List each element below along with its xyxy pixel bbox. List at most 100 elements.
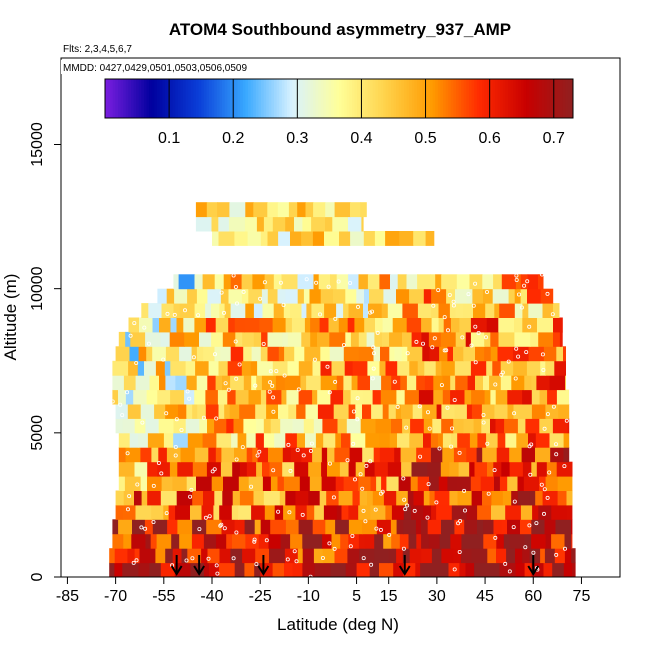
sample-dot [207,514,212,519]
heat-cell [507,519,521,535]
sample-dot [237,362,242,367]
heat-cell [114,562,123,577]
heat-cell [156,533,172,549]
heat-cell [358,274,369,290]
heat-cell [206,202,218,218]
heat-cell [442,389,451,405]
sample-dot [234,457,239,462]
sample-dot [308,448,313,453]
heat-cell [400,375,408,391]
heat-cell [429,476,440,491]
sample-dot [126,507,131,512]
heat-cell [346,418,362,434]
sample-dot [431,303,436,308]
flight-arrow-head [170,565,183,576]
colorbar-tick-label: 0.5 [414,130,436,147]
colorbar-swatch [424,79,428,118]
colorbar-swatch [141,79,145,118]
heat-cell [243,375,252,391]
heat-cell [192,519,207,535]
heat-cell [425,231,435,246]
colorbar-swatch [341,79,345,118]
heat-cell [334,202,351,218]
heat-cell [368,303,383,318]
heat-cell [398,476,412,491]
heat-cell [383,490,397,506]
heat-cell [149,375,160,391]
heat-cell [473,418,482,434]
heat-cell [490,331,500,347]
heat-cell [219,504,233,520]
heat-cell [173,432,189,448]
sample-dot [442,348,447,353]
heat-cell [474,562,491,577]
heat-cell [440,461,450,477]
sample-dot [512,499,517,504]
colorbar-swatch [206,79,210,118]
colorbar-swatch [235,79,239,118]
heat-cell [157,461,171,477]
sample-dot [401,546,406,551]
heat-cell [526,360,541,376]
sample-dot [361,556,366,561]
heat-cell [221,519,236,535]
sample-dot [190,556,195,561]
heat-cell [375,317,384,333]
heat-cell [148,303,163,318]
colorbar-swatch [435,79,439,118]
sample-dot [361,508,366,513]
heat-cell [333,404,350,419]
colorbar-swatch [313,79,317,118]
x-tick-label: -25 [249,588,272,605]
heat-cell [364,288,370,304]
flight-arrow-head [193,565,205,576]
heat-cell [547,389,558,405]
heat-cell [389,346,395,362]
heat-cell [409,432,424,448]
heat-cell [178,404,187,419]
heat-cell [554,360,566,376]
y-tick-label: 10000 [29,266,46,311]
heat-cell [545,360,555,376]
x-tick-label: 75 [573,588,591,605]
sample-dot [425,410,430,415]
flight-arrow-head [527,565,540,576]
sample-dot [333,379,338,384]
heat-cell [435,360,442,376]
heat-cell [334,548,348,564]
heat-cell [511,490,519,506]
heat-cell [212,231,220,246]
sample-dot [547,470,552,475]
heat-cell [544,548,556,564]
heat-cell [571,548,576,564]
heat-cell [165,404,179,419]
heat-cell [454,404,468,419]
sample-dot [493,535,498,540]
heat-cell [134,418,146,434]
heat-cell [503,533,511,549]
sample-dot [355,304,360,309]
heat-cell [420,562,435,577]
heat-cell [350,331,360,347]
heat-cell [416,447,432,463]
colorbar-swatch [560,79,564,118]
heat-cell [410,418,425,434]
heat-cell [144,519,154,535]
heat-cell [475,375,484,391]
heat-cell [412,404,423,419]
heat-cell [528,346,545,362]
heat-cell [150,533,158,549]
sample-dot [527,324,532,329]
heat-cell [192,461,208,477]
heat-cell [415,519,422,535]
colorbar-swatch [380,79,384,118]
heat-cell [292,418,305,434]
heat-cell [134,548,141,564]
heat-cell [207,288,222,304]
heat-cell [374,331,383,347]
colorbar-swatch [162,79,166,118]
heat-cell [567,418,570,434]
heat-cell [266,389,282,405]
heat-cell [147,461,158,477]
sample-dot [542,511,547,516]
